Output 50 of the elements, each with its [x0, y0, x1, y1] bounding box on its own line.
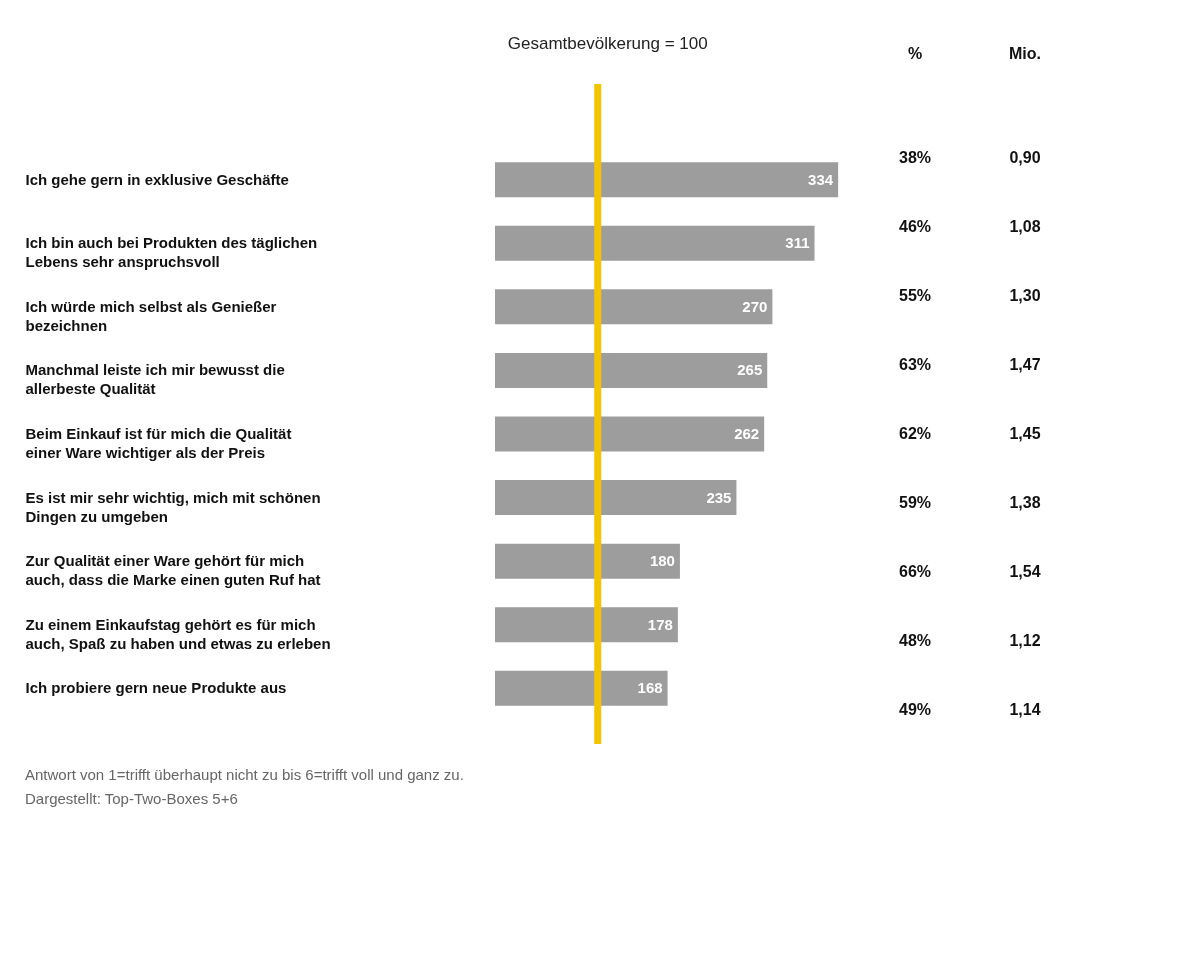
data-label: 180: [649, 552, 675, 570]
y-tick-label: Ich würde mich selbst als Genießer bezeichnen: [25, 297, 277, 334]
data-label: 270: [742, 297, 768, 315]
y-tick-label: Beim Einkauf ist für mich die Qualität einer Ware wichtiger als der Preis: [25, 425, 292, 461]
y-tick-label: Manchmal leiste ich mir bewusst die allerbeste Qualität: [25, 361, 285, 398]
bar: [495, 352, 768, 388]
text: 38%: [898, 149, 932, 167]
data-label: 235: [706, 488, 732, 506]
data-label: 262: [734, 425, 760, 442]
text: Mio.: [1009, 45, 1041, 62]
bar: [495, 480, 737, 516]
text: Antwort von 1=trifft überhaupt nicht zu bis 6=trifft voll und ganz zu.: [25, 765, 464, 783]
y-tick-label: Ich bin auch bei Produkten des täglichen Lebens sehr anspruchsvoll: [25, 234, 318, 271]
ref-line-label: Gesamtbevölkerung = 100: [507, 34, 708, 53]
data-label: 265: [737, 361, 763, 379]
bar: [495, 162, 839, 198]
text: 1,30: [1009, 287, 1041, 305]
data-label: 168: [637, 679, 663, 697]
text: %: [907, 45, 923, 62]
text: 59%: [898, 493, 932, 511]
bar: [495, 670, 668, 706]
text: 1,54: [1009, 562, 1041, 580]
y-tick-label: Es ist mir sehr wichtig, mich mit schönen Dingen zu umgeben: [25, 488, 321, 525]
text: 66%: [898, 562, 932, 580]
text: 1,38: [1009, 493, 1041, 511]
y-tick-label: Ich probiere gern neue Produkte aus: [25, 679, 287, 697]
text: 55%: [898, 287, 932, 305]
bar: [495, 225, 815, 261]
bar: [495, 416, 765, 452]
text: 63%: [898, 356, 932, 374]
text: 1,08: [1009, 218, 1041, 236]
data-label: 334: [808, 170, 834, 188]
y-tick-label: Ich gehe gern in exklusive Geschäfte: [25, 170, 289, 188]
bar: [495, 289, 773, 325]
text: 1,47: [1009, 356, 1041, 374]
text: 1,14: [1009, 700, 1041, 718]
data-label: 311: [785, 234, 810, 252]
data-label: 178: [647, 615, 673, 633]
y-tick-label: Zur Qualität einer Ware gehört für mich auch, dass die Marke einen guten Ruf hat: [25, 552, 321, 589]
y-tick-label: Zu einem Einkaufstag gehört es für mich auch, Spaß zu haben und etwas zu erleben: [25, 615, 331, 652]
text: 49%: [898, 700, 932, 718]
bar: [495, 543, 680, 579]
text: 0,90: [1009, 149, 1041, 167]
text: Dargestellt: Top-Two-Boxes 5+6: [25, 789, 238, 807]
text: 48%: [898, 631, 932, 649]
bar: [495, 607, 678, 643]
text: 1,45: [1009, 425, 1041, 442]
text: 62%: [898, 425, 932, 442]
text: 46%: [898, 218, 932, 236]
text: 1,12: [1009, 631, 1041, 649]
